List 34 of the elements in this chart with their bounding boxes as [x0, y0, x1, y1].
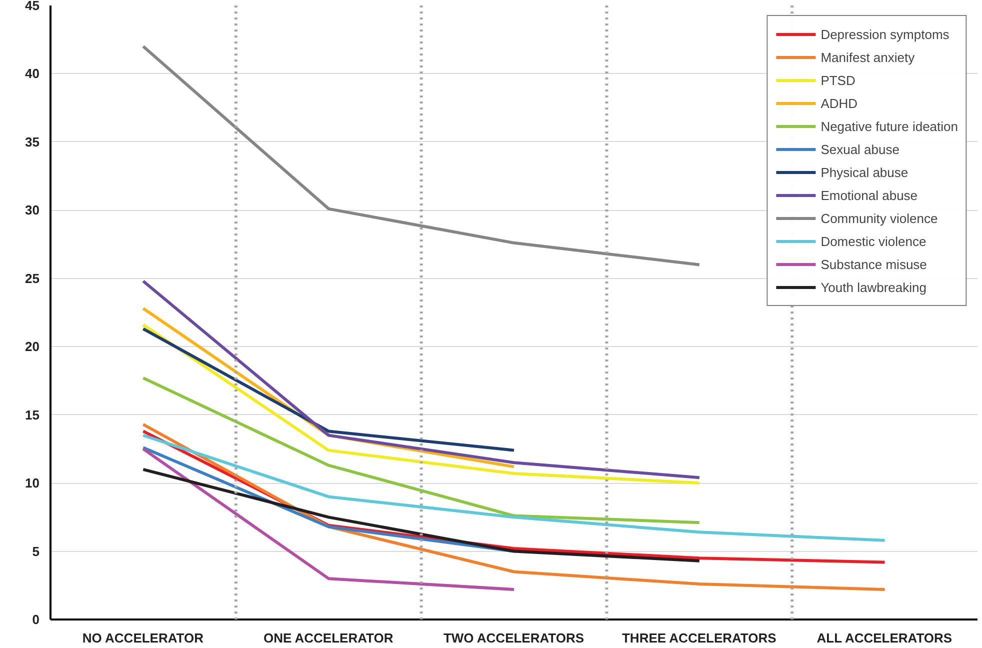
- legend-label: ADHD: [820, 94, 858, 112]
- x-tick-label: NO ACCELERATOR: [82, 630, 204, 646]
- legend-label: Emotional abuse: [820, 186, 918, 204]
- legend-label: Community violence: [820, 210, 938, 228]
- legend-label: Youth lawbreaking: [820, 278, 926, 297]
- legend-label: Manifest anxiety: [820, 48, 915, 67]
- x-tick-label: ONE ACCELERATOR: [263, 630, 394, 646]
- y-tick-label: 35: [25, 134, 40, 150]
- y-tick-label: 5: [32, 544, 40, 559]
- y-tick-label: 20: [25, 339, 40, 354]
- line-series: [142, 44, 701, 266]
- line-series: [142, 468, 701, 562]
- y-tick-label: 0: [32, 612, 40, 627]
- legend-label: Substance misuse: [820, 256, 927, 274]
- legend-label: Negative future ideation: [820, 118, 958, 136]
- y-tick-label: 30: [25, 202, 40, 218]
- y-tick-label: 25: [25, 270, 40, 286]
- y-tick-label: 15: [25, 407, 40, 422]
- x-tick-label: TWO ACCELERATORS: [443, 630, 584, 646]
- x-tick-label: THREE ACCELERATORS: [622, 630, 777, 646]
- legend-label: Physical abuse: [820, 164, 908, 182]
- legend-label: PTSD: [820, 72, 856, 90]
- legend-label: Domestic violence: [820, 232, 926, 250]
- y-tick-label: 45: [25, 0, 40, 13]
- y-tick-label: 40: [25, 66, 40, 82]
- legend-label: Sexual abuse: [820, 140, 900, 158]
- line-series: [142, 323, 701, 485]
- x-tick-label: ALL ACCELERATORS: [816, 630, 952, 646]
- line-series: [142, 376, 701, 524]
- legend-label: Depression symptoms: [820, 26, 950, 44]
- line-series: [142, 434, 886, 542]
- line-series: [142, 422, 886, 591]
- y-tick-label: 10: [25, 476, 40, 491]
- line-series: [142, 280, 701, 480]
